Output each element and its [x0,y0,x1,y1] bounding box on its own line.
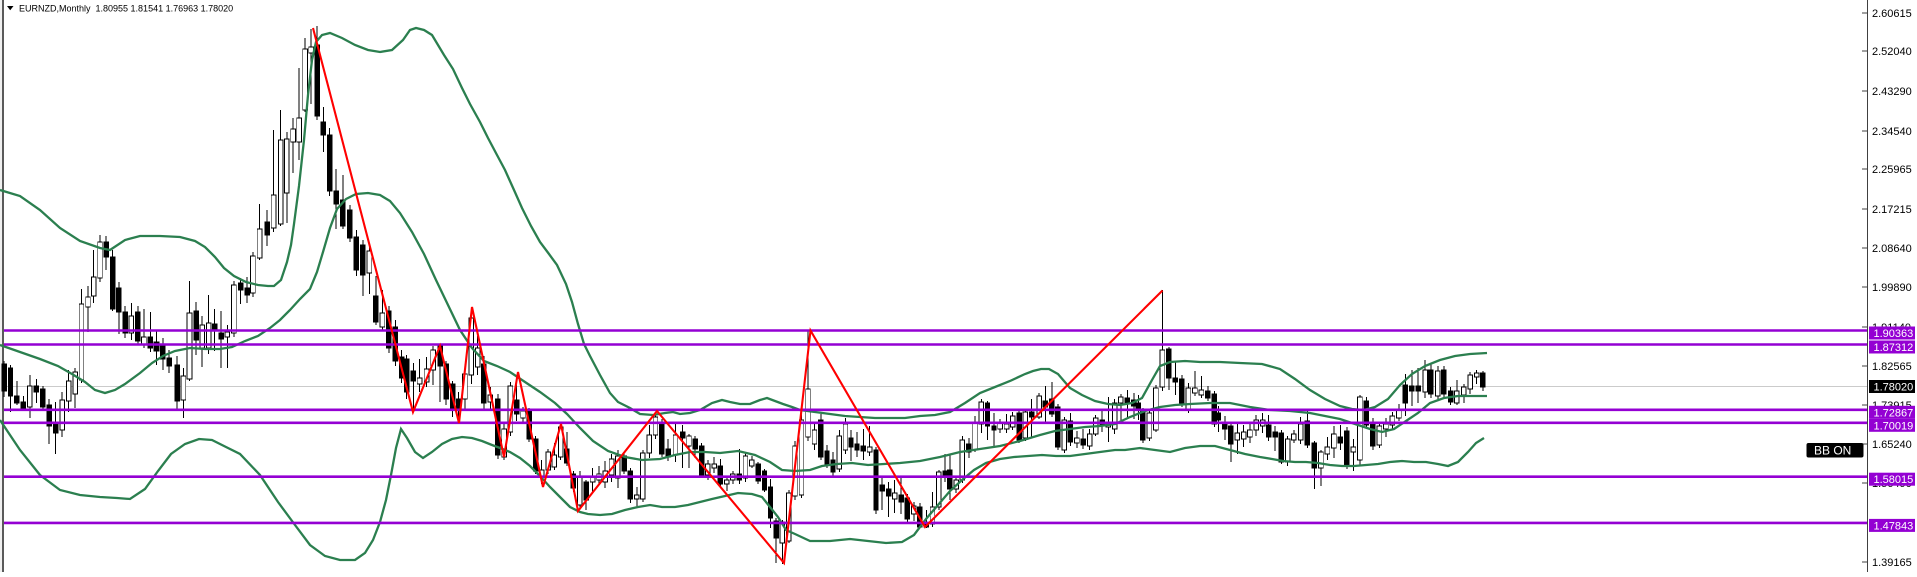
svg-text:2.52040: 2.52040 [1872,46,1912,58]
svg-text:1.39165: 1.39165 [1872,557,1912,569]
svg-text:2.08640: 2.08640 [1872,243,1912,255]
svg-text:EURNZD,Monthly 1.80955 1.8154: EURNZD,Monthly 1.80955 1.81541 1.76963 1… [19,4,233,14]
svg-text:2.17215: 2.17215 [1872,204,1912,216]
svg-text:1.99890: 1.99890 [1872,282,1912,294]
svg-text:2.25965: 2.25965 [1872,164,1912,176]
svg-text:1.90363: 1.90363 [1874,328,1914,340]
svg-text:1.78020: 1.78020 [1874,382,1914,394]
svg-text:BB ON: BB ON [1814,444,1851,458]
svg-text:1.72867: 1.72867 [1874,407,1914,419]
svg-text:1.70019: 1.70019 [1874,420,1914,432]
svg-text:1.58015: 1.58015 [1874,474,1914,486]
svg-text:1.65240: 1.65240 [1872,439,1912,451]
svg-text:2.60615: 2.60615 [1872,8,1912,20]
svg-text:1.82565: 1.82565 [1872,361,1912,373]
svg-text:2.43290: 2.43290 [1872,86,1912,98]
svg-text:2.34540: 2.34540 [1872,126,1912,138]
svg-text:1.87312: 1.87312 [1874,342,1914,354]
svg-text:1.47843: 1.47843 [1874,520,1914,532]
